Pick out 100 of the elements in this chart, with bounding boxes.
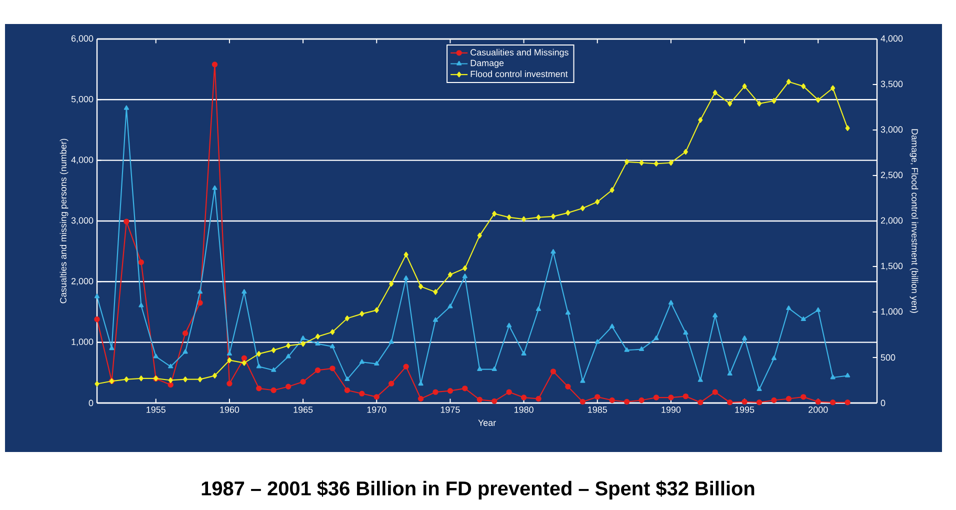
point [388,339,394,344]
point [728,100,732,106]
point [712,90,718,96]
point [594,339,600,344]
x-axis-title: Year [478,420,496,426]
point [374,307,379,314]
point [344,316,350,322]
point [639,160,644,166]
point [580,398,586,405]
point [286,342,291,348]
point [492,398,498,404]
y2-axis-title: Damage, Flood control investment (billion yen) [910,129,918,313]
point [256,386,262,392]
x-tick-label: 1985 [588,406,607,413]
point [374,361,380,366]
y2-tick-label: 2,500 [880,172,903,180]
point [786,306,792,310]
x-tick-label: 1980 [514,406,534,413]
point [330,344,336,348]
x-tick-label: 1990 [662,406,681,413]
point [183,376,188,382]
point [772,98,776,104]
point [639,346,644,351]
point [520,394,527,400]
point [830,85,836,91]
point [771,356,777,360]
point [285,384,292,390]
point [433,289,438,295]
y-axis-title: Casualties and missing persons (number) [60,138,68,304]
y2-tick-label: 1,000 [881,308,903,316]
point [432,317,438,322]
point [536,396,542,402]
y2-tick-label: 2,000 [880,217,903,225]
point [742,83,747,90]
point [448,272,452,278]
point [698,400,704,406]
point [94,316,100,322]
point [698,117,703,123]
point [226,351,232,356]
point [830,400,836,406]
point [477,366,482,372]
point [212,372,218,379]
point [462,386,468,392]
y-tick-label: 4,000 [71,156,94,164]
point [844,400,850,406]
point [227,357,232,364]
point [609,397,615,404]
point [286,354,291,358]
point [610,324,615,328]
point [845,125,850,132]
point [756,386,762,392]
point [521,351,526,356]
point [124,105,129,110]
point [212,62,218,68]
point [550,368,556,374]
point [492,366,497,372]
x-tick-label: 1995 [735,406,754,413]
point [314,367,321,374]
point [462,274,468,278]
point [197,289,203,294]
point [742,336,748,340]
point [242,289,247,294]
point [506,389,512,395]
point [624,398,630,405]
legend-label: Flood control investment [470,70,568,78]
point [815,398,821,405]
point [506,214,512,220]
point [756,400,762,406]
point [800,394,806,400]
point [638,397,644,404]
point [610,187,614,193]
point [359,359,364,364]
point [845,372,850,378]
point [138,259,144,266]
point [624,347,630,352]
y2-tick-label: 500 [880,354,896,361]
y-tick-label: 3,000 [71,217,94,225]
point [830,374,836,380]
point [771,397,777,404]
point [374,394,380,400]
point [168,377,173,384]
point [683,330,688,335]
point [712,389,718,395]
point [550,214,556,220]
point [256,364,262,368]
point [683,148,688,155]
point [668,394,674,400]
point [536,306,542,311]
point [550,249,556,254]
x-tick-label: 1965 [294,406,313,413]
point [506,322,512,328]
point [168,364,174,368]
point [360,310,364,317]
point [816,97,820,103]
point [109,346,114,350]
point [270,387,276,394]
point [476,396,482,402]
point [698,377,703,382]
point [197,300,203,306]
point [198,376,202,382]
